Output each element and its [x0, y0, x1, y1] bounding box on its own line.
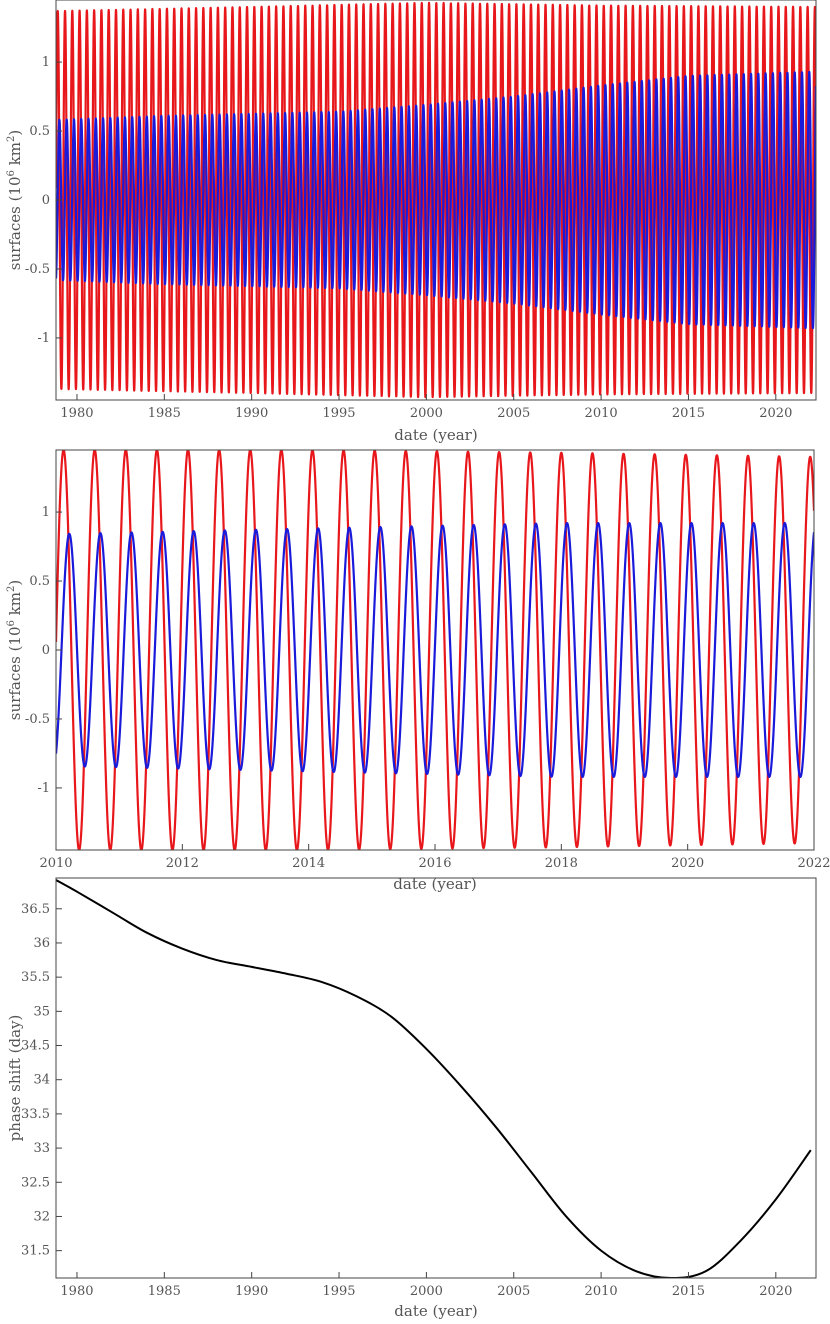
y-tick-label: 1 [42, 505, 50, 520]
x-tick-label: 2015 [672, 406, 705, 421]
panel-2-x-axis-label: date (year) [393, 875, 476, 893]
y-tick-label: -0.5 [25, 712, 50, 727]
x-tick-label: 2015 [672, 1284, 705, 1299]
y-tick-label: 0 [42, 193, 50, 208]
panel-3-series [56, 879, 812, 1278]
y-tick-label: 33 [33, 1141, 50, 1156]
x-tick-label: 2005 [497, 406, 530, 421]
y-tick-label: 36 [33, 936, 50, 951]
panel-3-axes-frame [55, 877, 817, 1279]
panel-1-y-axis-label: surfaces (106 km2) [6, 130, 24, 270]
y-tick-label: 0.5 [29, 574, 50, 589]
x-tick-label: 2000 [410, 1284, 443, 1299]
panel-3: 1980 1985 1990 1995 2000 2005 2010 2015 2020 31.5… [6, 877, 817, 1320]
y-tick-label: 34.5 [21, 1039, 50, 1054]
panel-1-x-axis-label: date (year) [394, 426, 477, 444]
y-tick-label: 36.5 [21, 902, 50, 917]
x-tick-label: 1985 [148, 1284, 181, 1299]
panel-2-series-1-line [56, 450, 814, 850]
x-tick-label: 2020 [671, 856, 704, 871]
panel-2-series [56, 450, 814, 850]
x-tick-label: 1980 [60, 406, 93, 421]
panel-1-series-2-line [56, 70, 816, 330]
y-tick-label: -0.5 [25, 262, 50, 277]
x-tick-label: 1995 [322, 406, 355, 421]
x-tick-label: 2005 [497, 1284, 530, 1299]
x-tick-label: 2010 [585, 1284, 618, 1299]
x-tick-label: 2000 [410, 406, 443, 421]
x-tick-label: 1990 [235, 406, 268, 421]
panel-1-ticks: 1980 1985 1990 1995 2000 2005 2010 2015 2020 -1 -0… [25, 55, 792, 421]
panel-1-series [56, 1, 816, 399]
x-tick-label: 2010 [39, 856, 72, 871]
x-tick-label: 1990 [235, 1284, 268, 1299]
y-tick-label: 35 [33, 1004, 50, 1019]
panel-1-series-1-line [56, 1, 816, 399]
y-tick-label: 32.5 [21, 1175, 50, 1190]
y-tick-label: 31.5 [21, 1244, 50, 1259]
x-tick-label: 1995 [322, 1284, 355, 1299]
y-tick-label: -1 [37, 331, 50, 346]
x-tick-label: 2016 [418, 856, 451, 871]
x-tick-label: 1980 [60, 1284, 93, 1299]
panel-2: 2010 2012 2014 2016 2018 2020 2022-1-0.500.51 … [6, 449, 830, 893]
panel-3-ticks: 1980 1985 1990 1995 2000 2005 2010 2015 2020 31.5… [21, 902, 792, 1299]
y-tick-label: -1 [37, 781, 50, 796]
y-tick-label: 0.5 [29, 124, 50, 139]
panel-2-y-axis-label: surfaces (106 km2) [6, 580, 24, 720]
x-tick-label: 2020 [759, 406, 792, 421]
x-tick-label: 2020 [759, 1284, 792, 1299]
panel-3-series-1-line [56, 879, 812, 1278]
x-tick-label: 2012 [166, 856, 199, 871]
panel-3-x-axis-label: date (year) [394, 1302, 477, 1320]
x-tick-label: 2010 [585, 406, 618, 421]
panel-3-y-axis-label: phase shift (day) [6, 1015, 24, 1142]
y-tick-label: 1 [42, 55, 50, 70]
x-tick-label: 1985 [148, 406, 181, 421]
y-tick-label: 32 [33, 1209, 50, 1224]
x-tick-label: 2018 [545, 856, 578, 871]
panel-1: 1980 1985 1990 1995 2000 2005 2010 2015 2020 -1 -0… [6, 0, 817, 444]
y-tick-label: 35.5 [21, 970, 50, 985]
panel-2-ticks: 2010 2012 2014 2016 2018 2020 2022 -1 -0.5 0 0.5 1 [25, 505, 830, 871]
x-tick-label: 2022 [797, 856, 830, 871]
y-tick-label: 0 [42, 643, 50, 658]
y-tick-label: 33.5 [21, 1107, 50, 1122]
x-tick-label: 2014 [292, 856, 325, 871]
panel-2-series-2-line [56, 522, 814, 778]
y-tick-label: 34 [33, 1073, 50, 1088]
